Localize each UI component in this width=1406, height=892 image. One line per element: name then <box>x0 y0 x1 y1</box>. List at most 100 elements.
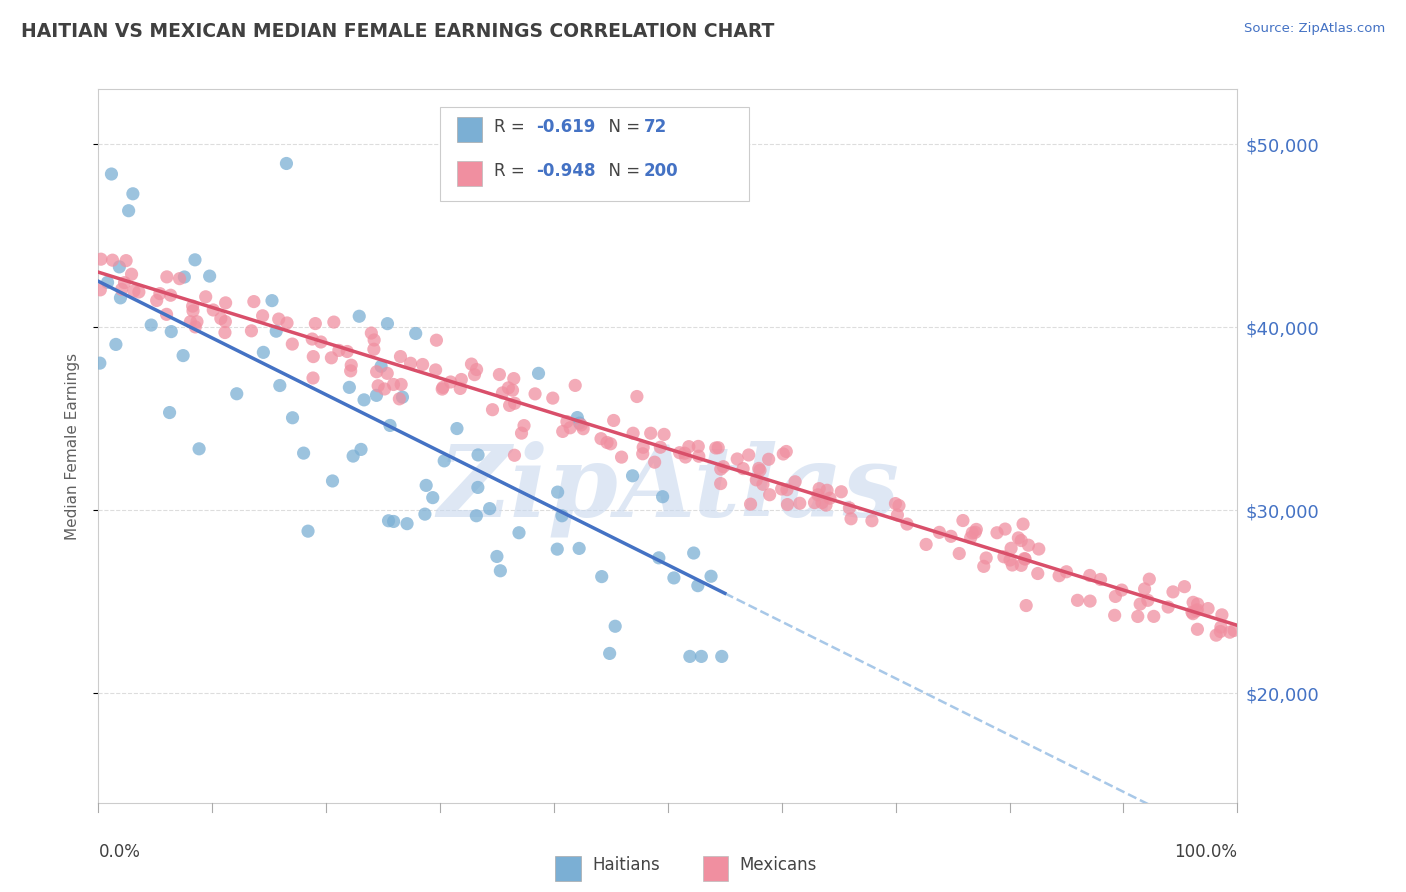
Text: 72: 72 <box>644 118 668 136</box>
Point <box>1157 600 1180 615</box>
Point <box>121 267 143 281</box>
Point <box>679 649 702 664</box>
Point <box>1185 604 1208 618</box>
Point <box>572 422 595 436</box>
Point <box>502 371 524 385</box>
Point <box>363 343 385 357</box>
Point <box>814 498 837 512</box>
Point <box>1187 603 1209 617</box>
Point <box>678 440 700 454</box>
Point <box>252 345 274 359</box>
Point <box>700 569 723 583</box>
Point <box>264 324 287 338</box>
Point <box>214 315 236 329</box>
Point <box>377 514 399 528</box>
Point <box>110 291 132 305</box>
Point <box>181 304 204 318</box>
Point <box>374 382 396 396</box>
Point <box>465 508 488 523</box>
Point <box>973 559 995 574</box>
Point <box>488 368 510 382</box>
Point <box>686 579 709 593</box>
Point <box>1129 597 1152 611</box>
Point <box>367 378 389 392</box>
Point <box>391 390 413 404</box>
Point <box>184 320 207 334</box>
Point <box>1137 572 1160 586</box>
Y-axis label: Median Female Earnings: Median Female Earnings <box>65 352 80 540</box>
Point <box>1078 594 1101 608</box>
Point <box>128 285 150 299</box>
Point <box>160 325 183 339</box>
Point <box>498 381 520 395</box>
Point <box>569 417 592 432</box>
Point <box>546 542 568 557</box>
Point <box>1223 624 1246 638</box>
Point <box>610 450 633 464</box>
Point <box>886 508 908 522</box>
Text: R =: R = <box>494 162 530 180</box>
Point <box>156 269 179 284</box>
Point <box>1136 593 1159 607</box>
Point <box>173 270 195 285</box>
Point <box>340 358 363 372</box>
Point <box>214 296 236 310</box>
Point <box>1010 558 1032 573</box>
Point <box>818 491 841 505</box>
Point <box>433 454 456 468</box>
Point <box>322 315 344 329</box>
Point <box>464 368 486 382</box>
Point <box>269 378 291 392</box>
Point <box>928 525 950 540</box>
Point <box>508 525 530 540</box>
Point <box>662 571 685 585</box>
Point <box>1012 517 1035 532</box>
Point <box>772 447 794 461</box>
Point <box>425 333 447 347</box>
Point <box>1026 566 1049 581</box>
Text: N =: N = <box>598 118 640 136</box>
Point <box>422 491 444 505</box>
Point <box>267 312 290 326</box>
Point <box>959 531 981 545</box>
Point <box>568 416 591 430</box>
Point <box>605 619 627 633</box>
Point <box>292 446 315 460</box>
Point <box>184 252 207 267</box>
Point <box>527 367 550 381</box>
Point <box>1187 597 1209 611</box>
Point <box>725 452 748 467</box>
Point <box>621 426 644 441</box>
Point <box>169 271 191 285</box>
Point <box>209 311 232 326</box>
Point <box>1078 568 1101 582</box>
Point <box>710 476 733 491</box>
Point <box>1054 565 1077 579</box>
Point <box>301 332 323 346</box>
Point <box>114 276 136 290</box>
Point <box>328 343 350 358</box>
Point <box>839 512 862 526</box>
Point <box>432 380 454 394</box>
Point <box>740 497 762 511</box>
Point <box>405 326 427 341</box>
Point <box>155 307 177 321</box>
Point <box>994 522 1017 536</box>
Point <box>117 203 139 218</box>
Point <box>830 484 852 499</box>
Point <box>1133 582 1156 596</box>
Text: -0.619: -0.619 <box>536 118 595 136</box>
Point <box>485 549 508 564</box>
Point <box>688 439 710 453</box>
Point <box>366 388 388 402</box>
Point <box>1066 593 1088 607</box>
Point <box>803 495 825 509</box>
Point <box>89 283 111 297</box>
Point <box>366 365 388 379</box>
Point <box>432 382 454 396</box>
Point <box>1104 608 1126 623</box>
Point <box>513 418 536 433</box>
Point <box>389 377 412 392</box>
Point <box>1104 590 1126 604</box>
Point <box>460 357 482 371</box>
